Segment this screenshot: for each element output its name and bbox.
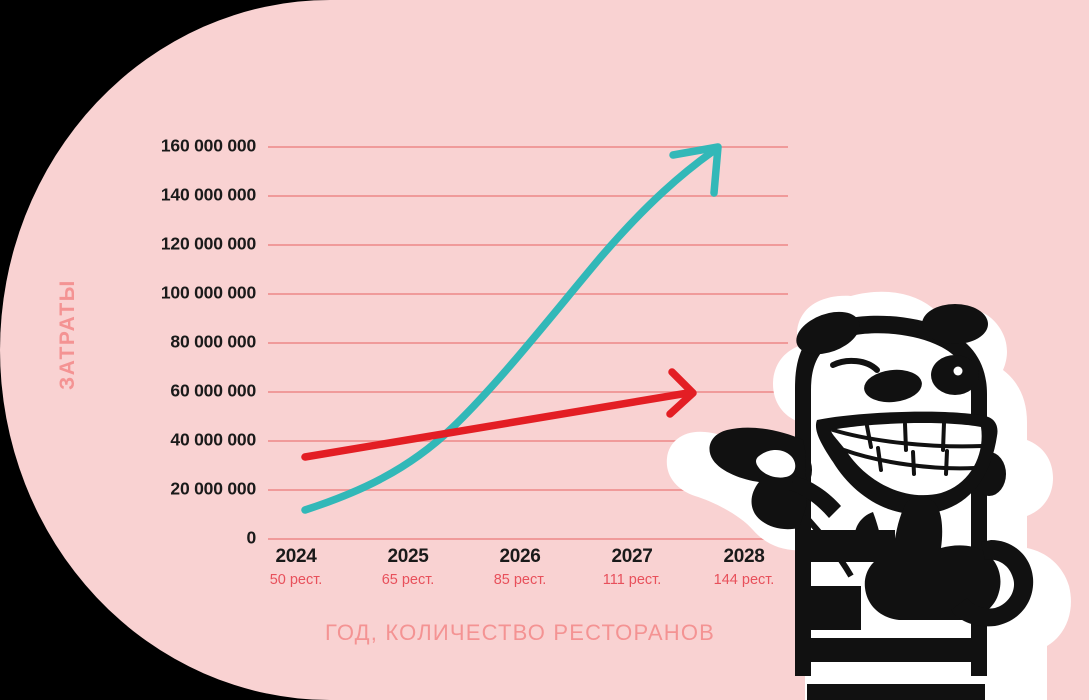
gridline [268,244,788,246]
x-tick-year: 2028 [723,546,765,567]
gridline [268,146,788,148]
mascot-nose [864,369,922,403]
red-arrow-head [666,368,697,418]
y-tick-label: 40 000 000 [170,429,256,450]
x-tick: 2024 50 рест. [240,545,352,605]
x-tick-year: 2025 [387,546,429,567]
mascot-eye-wink [830,357,880,373]
gridline [268,195,788,197]
teal-arrow-head [669,143,722,197]
x-tick-sublabel: 50 рест. [269,572,323,588]
mascot-ear-left [796,311,860,355]
x-tick-sublabel: 111 рест. [602,572,662,588]
y-tick-label: 120 000 000 [160,233,256,254]
mascot-eye-open [931,355,979,395]
gridline [268,440,788,442]
mascot-ear-right [922,304,988,344]
x-tick-year: 2026 [499,546,541,567]
y-tick-label: 100 000 000 [160,282,256,303]
y-tick-label: 160 000 000 [160,135,256,156]
teal-growth-curve [301,148,716,514]
mascot-right-arm [951,540,1034,627]
gridline [268,538,788,540]
x-tick: 2025 65 рест. [352,545,464,605]
x-tick-sublabel: 85 рест. [493,572,547,588]
gridline [268,293,788,295]
y-tick-label: 80 000 000 [170,331,256,352]
y-tick-label: 20 000 000 [170,478,256,499]
x-axis-title: ГОД, КОЛИЧЕСТВО РЕСТОРАНОВ [324,620,716,645]
y-axis-ticks: 160 000 000 140 000 000 120 000 000 100 … [96,0,256,700]
y-tick-label: 60 000 000 [170,380,256,401]
x-tick-sublabel: 144 рест. [713,572,775,588]
mascot-teeth [831,421,984,476]
mascot-thumbs-up-arm [864,497,1001,620]
y-tick-label: 0 [246,527,256,548]
gridline [268,489,788,491]
mascot-pointing-arm [709,427,854,578]
x-tick-sublabel: 65 рест. [381,572,435,588]
y-tick-label: 140 000 000 [160,184,256,205]
mascot-torso-stripes [807,530,985,700]
x-tick: 2028 144 рест. [688,545,800,605]
panda-mascot [666,291,1071,700]
x-tick-year: 2024 [275,546,317,567]
x-tick-year: 2027 [611,546,653,567]
red-growth-line [301,389,692,461]
gridline [268,391,788,393]
x-tick: 2026 85 рест. [464,545,576,605]
x-tick: 2027 111 рест. [576,545,688,605]
x-axis-ticks: 2024 50 рест. 2025 65 рест. 2026 85 рест… [240,545,800,605]
